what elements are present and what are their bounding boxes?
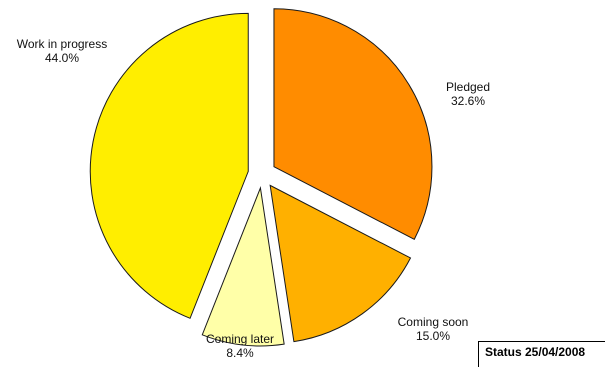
pie-slice-coming-soon xyxy=(269,184,412,343)
pie-slice-coming-later xyxy=(201,186,285,347)
pie-slice-pledged xyxy=(273,8,433,241)
slice-label-work-in-progress: Work in progress xyxy=(17,37,107,51)
slice-label-pledged: Pledged xyxy=(446,80,490,94)
slice-label-coming-soon: Coming soon xyxy=(398,315,469,329)
slice-value-work-in-progress: 44.0% xyxy=(45,51,79,65)
status-badge: Status 25/04/2008 xyxy=(478,341,605,367)
slice-value-coming-later: 8.4% xyxy=(226,346,254,360)
pie-slice-work-in-progress xyxy=(89,12,249,319)
slice-label-coming-later: Coming later xyxy=(206,332,274,346)
slice-value-coming-soon: 15.0% xyxy=(416,329,450,343)
status-text: Status 25/04/2008 xyxy=(485,345,586,359)
slice-value-pledged: 32.6% xyxy=(451,94,485,108)
